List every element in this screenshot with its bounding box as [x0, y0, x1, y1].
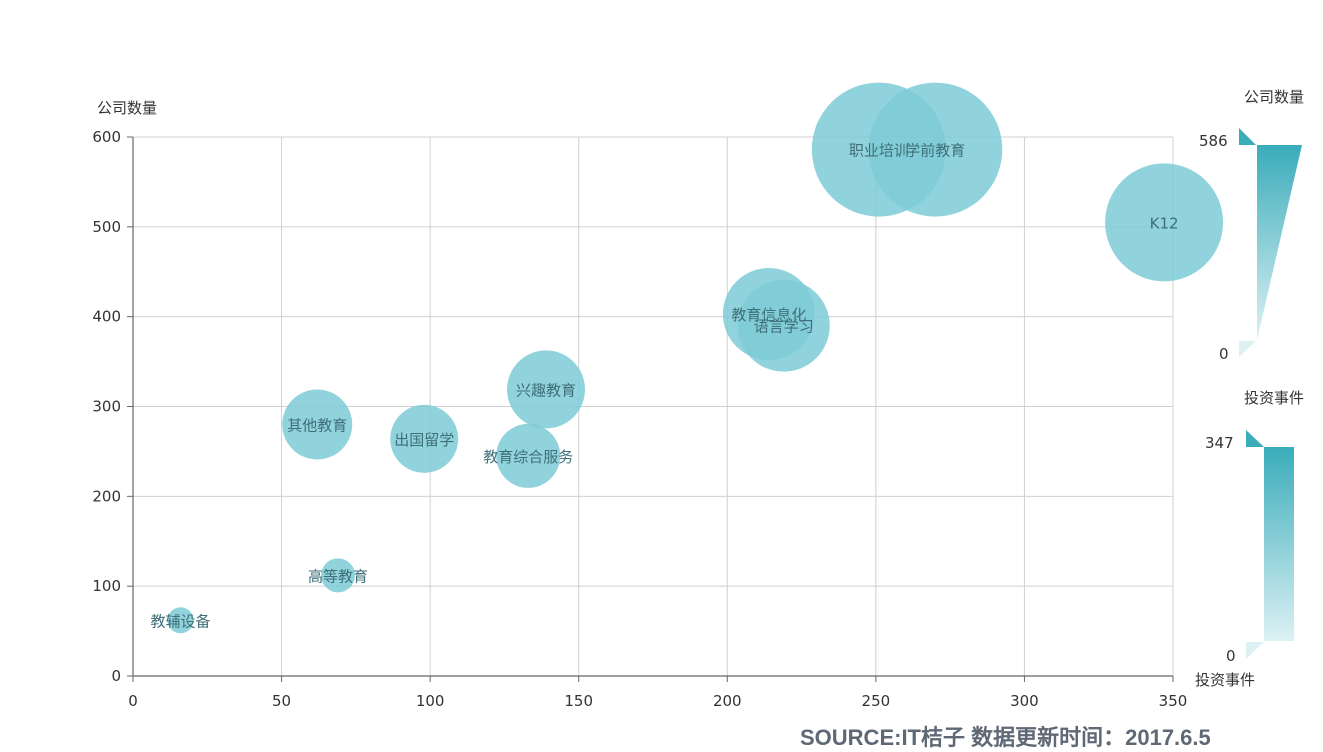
visual-map-handle-bottom[interactable]: [1239, 341, 1256, 357]
visual-map-title: 公司数量: [1244, 88, 1304, 106]
x-tick-label: 200: [713, 692, 742, 710]
bubble[interactable]: [811, 82, 946, 217]
bubble-label: 出国留学: [394, 431, 454, 449]
bubble-label: 教育综合服务: [483, 448, 573, 466]
bubble[interactable]: [722, 267, 815, 360]
bubble[interactable]: [390, 404, 459, 473]
y-tick-label: 300: [92, 398, 121, 416]
bubble[interactable]: [496, 423, 561, 488]
y-tick-label: 200: [92, 487, 121, 505]
bubble-label: 教育信息化: [731, 306, 806, 324]
bubble[interactable]: [1105, 163, 1224, 282]
bubble-label: 语言学习: [754, 318, 814, 336]
visual-map-min-label: 0: [1226, 647, 1236, 665]
x-tick-label: 50: [272, 692, 291, 710]
visual-map-handle-top[interactable]: [1246, 430, 1264, 447]
visual-map-investment-events[interactable]: 投资事件 347 0 投资事件: [1195, 389, 1304, 689]
axes: 0 100 200 300 400 500 600 0 50 100 150 200 250 300 350: [92, 128, 1187, 710]
source-footnote: SOURCE:IT桔子 数据更新时间：2017.6.5: [800, 725, 1211, 750]
bubble[interactable]: [282, 389, 353, 460]
visual-map-bottom-label: 投资事件: [1195, 671, 1255, 689]
visual-map-gradient-bar: [1264, 447, 1294, 641]
visual-map-gradient-bar: [1257, 145, 1302, 340]
y-axis-title: 公司数量: [97, 99, 157, 117]
x-tick-label: 300: [1010, 692, 1039, 710]
visual-map-min-label: 0: [1219, 345, 1229, 363]
y-tick-label: 400: [92, 308, 121, 326]
visual-map-max-label: 586: [1199, 132, 1228, 150]
visual-map-handle-top[interactable]: [1239, 128, 1256, 145]
bubble-label: 其他教育: [287, 416, 347, 434]
x-tick-label: 0: [128, 692, 138, 710]
visual-map-handle-bottom[interactable]: [1246, 642, 1264, 659]
bubble-label: 高等教育: [308, 567, 368, 585]
x-tick-label: 100: [416, 692, 445, 710]
bubble-label: 教辅设备: [151, 612, 211, 630]
bubble-label: K12: [1150, 214, 1179, 232]
y-tick-label: 600: [92, 128, 121, 146]
x-tick-label: 250: [862, 692, 891, 710]
bubble-label: 学前教育: [905, 142, 965, 160]
y-tick-label: 100: [92, 577, 121, 595]
y-tick-label: 0: [111, 667, 121, 685]
y-tick-label: 500: [92, 218, 121, 236]
visual-map-max-label: 347: [1205, 434, 1234, 452]
bubble-label: 兴趣教育: [516, 381, 576, 399]
bubbles: [167, 82, 1224, 634]
x-tick-label: 350: [1159, 692, 1188, 710]
visual-map-company-count[interactable]: 公司数量 586 0: [1199, 88, 1304, 363]
bubble[interactable]: [321, 558, 356, 593]
visual-map-title: 投资事件: [1244, 389, 1304, 407]
bubble[interactable]: [167, 607, 194, 634]
x-tick-label: 150: [564, 692, 593, 710]
bubble-label: 职业培训: [849, 142, 909, 160]
bubble[interactable]: [507, 350, 586, 429]
